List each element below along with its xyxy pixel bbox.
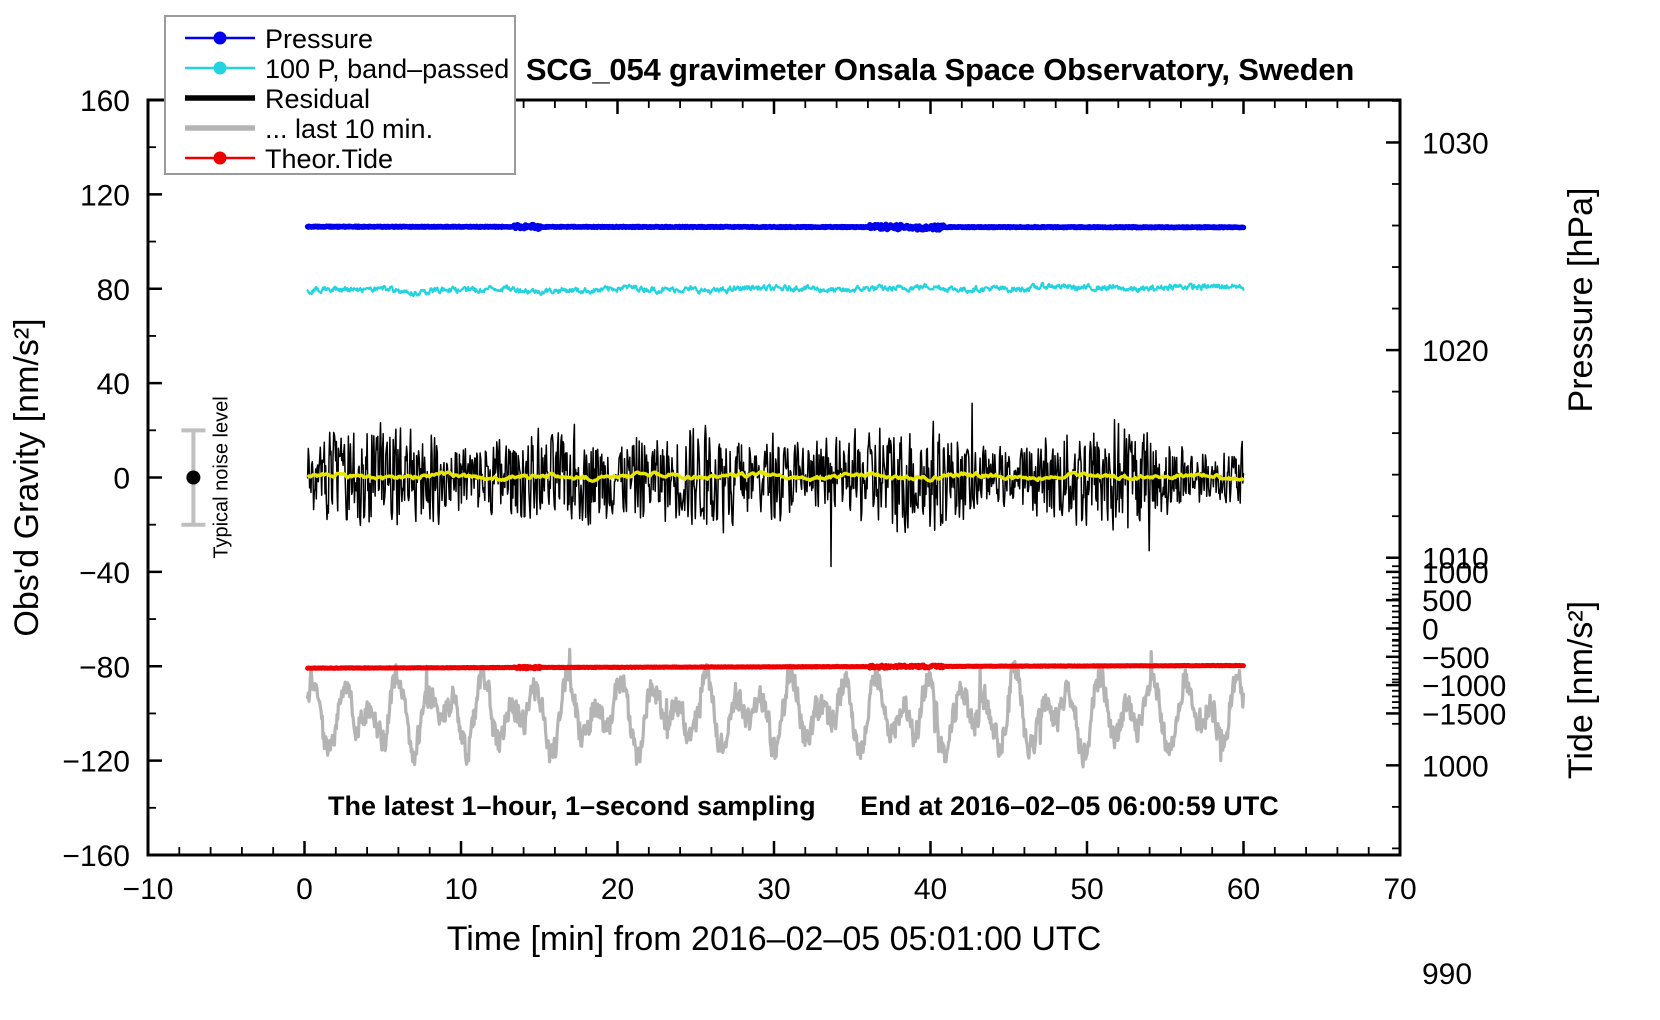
pressure-tick-label: 990 <box>1422 958 1472 991</box>
noise-center-dot <box>186 470 201 485</box>
series-trace-100-p-band-passed <box>306 281 1245 298</box>
y-tick-label: 120 <box>80 179 130 212</box>
noise-level-label: Typical noise level <box>210 396 232 558</box>
legend-label-1: 100 P, band–passed <box>265 54 509 84</box>
legend-marker-1 <box>213 61 227 75</box>
pressure-tick-label: 1000 <box>1422 750 1489 783</box>
pressure-axis-title: Pressure [hPa] <box>1562 188 1600 413</box>
y-tick-label: −160 <box>62 840 130 873</box>
y-tick-label: 0 <box>113 463 130 496</box>
y-tick-label: 40 <box>97 368 130 401</box>
tide-tick-label: −1000 <box>1422 670 1506 703</box>
y-axis-title: Obs'd Gravity [nm/s²] <box>8 318 46 636</box>
plot-title: SCG_054 gravimeter Onsala Space Observat… <box>526 52 1354 87</box>
series-trace-pressure <box>304 221 1247 233</box>
sampling-note: The latest 1–hour, 1–second sampling <box>328 791 816 821</box>
x-tick-label: 50 <box>1070 873 1103 906</box>
legend-marker-4 <box>213 151 227 165</box>
tide-tick-label: 500 <box>1422 585 1472 618</box>
y-tick-label: 160 <box>80 85 130 118</box>
legend-label-3: ... last 10 min. <box>265 114 433 144</box>
x-tick-label: 10 <box>444 873 477 906</box>
x-tick-label: 70 <box>1383 873 1416 906</box>
series-trace-residual <box>306 402 1245 568</box>
y-tick-label: −80 <box>79 651 130 684</box>
x-tick-label: 20 <box>601 873 634 906</box>
pressure-tick-label: 1030 <box>1422 127 1489 160</box>
legend-label-2: Residual <box>265 84 370 114</box>
x-axis-title: Time [min] from 2016–02–05 05:01:00 UTC <box>447 920 1102 958</box>
legend-marker-0 <box>213 31 227 45</box>
x-tick-label: 30 <box>757 873 790 906</box>
x-tick-label: 60 <box>1227 873 1260 906</box>
x-tick-label: −10 <box>123 873 174 906</box>
legend-label-4: Theor.Tide <box>265 144 393 174</box>
series-trace-last-10-min <box>306 647 1246 769</box>
x-tick-label: 40 <box>914 873 947 906</box>
y-tick-label: −40 <box>79 557 130 590</box>
smoothed-residual-trace <box>306 469 1245 483</box>
tide-tick-label: −1500 <box>1422 698 1506 731</box>
y-tick-label: −120 <box>62 746 130 779</box>
x-tick-label: 0 <box>296 873 313 906</box>
end-time-note: End at 2016–02–05 06:00:59 UTC <box>860 791 1279 821</box>
tide-tick-label: −500 <box>1422 642 1490 675</box>
pressure-tick-label: 1010 <box>1422 543 1489 576</box>
tide-tick-label: 0 <box>1422 614 1439 647</box>
tide-axis-title: Tide [nm/s²] <box>1562 601 1600 779</box>
series-trace-theor-tide <box>305 662 1246 672</box>
legend-label-0: Pressure <box>265 24 373 54</box>
pressure-tick-label: 1020 <box>1422 335 1489 368</box>
y-tick-label: 80 <box>97 274 130 307</box>
tide-tick-label: 1000 <box>1422 557 1489 590</box>
